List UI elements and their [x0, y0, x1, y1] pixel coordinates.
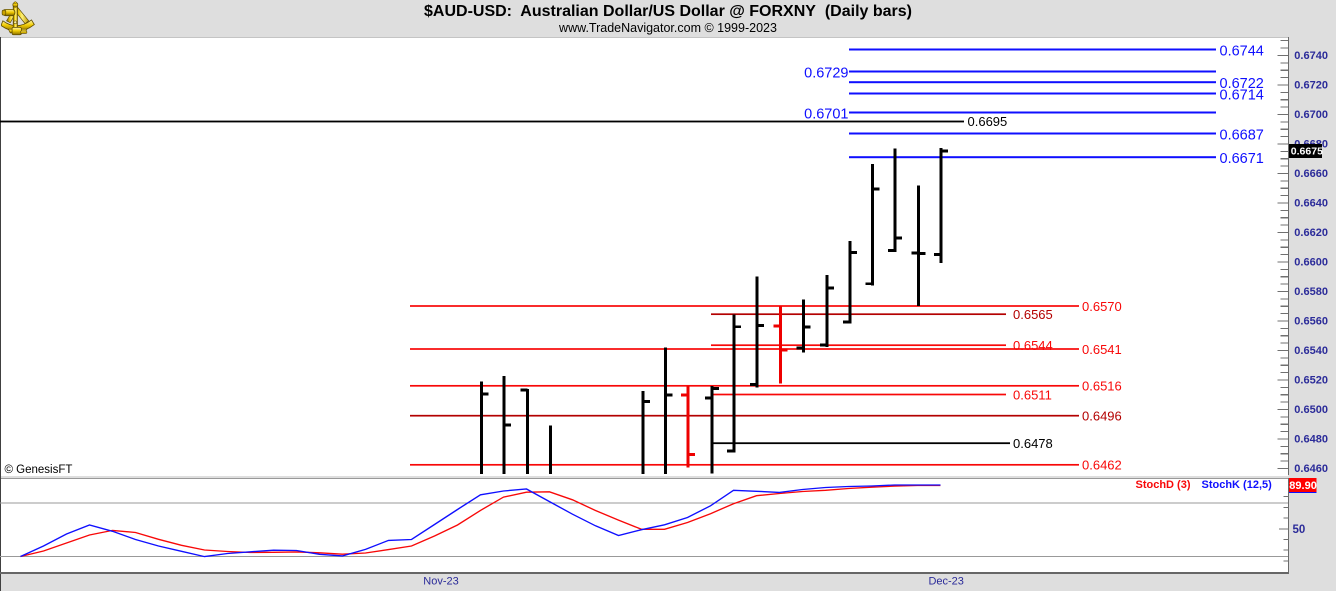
- svg-text:0.6740: 0.6740: [1294, 50, 1328, 62]
- svg-text:0.6640: 0.6640: [1294, 198, 1328, 210]
- svg-text:89.90: 89.90: [1289, 480, 1317, 492]
- svg-text:0.6729: 0.6729: [804, 65, 848, 81]
- svg-text:0.6460: 0.6460: [1294, 463, 1328, 475]
- svg-text:0.6516: 0.6516: [1082, 379, 1122, 394]
- svg-text:0.6511: 0.6511: [1013, 387, 1052, 402]
- svg-text:0.6544: 0.6544: [1013, 338, 1053, 353]
- svg-text:0.6480: 0.6480: [1294, 434, 1328, 446]
- svg-text:0.6478: 0.6478: [1013, 436, 1053, 451]
- svg-text:0.6600: 0.6600: [1294, 257, 1328, 269]
- svg-text:0.6520: 0.6520: [1294, 375, 1328, 387]
- svg-text:0.6541: 0.6541: [1082, 342, 1122, 357]
- svg-text:Dec-23: Dec-23: [928, 576, 963, 588]
- svg-text:0.6462: 0.6462: [1082, 458, 1122, 473]
- svg-text:0.6720: 0.6720: [1294, 80, 1328, 92]
- svg-text:0.6744: 0.6744: [1220, 43, 1264, 59]
- svg-text:0.6695: 0.6695: [968, 114, 1008, 129]
- svg-text:0.6660: 0.6660: [1294, 168, 1328, 180]
- svg-text:0.6540: 0.6540: [1294, 345, 1328, 357]
- svg-text:StochD (3): StochD (3): [1136, 479, 1191, 491]
- svg-text:0.6496: 0.6496: [1082, 409, 1122, 424]
- svg-text:Nov-23: Nov-23: [423, 576, 458, 588]
- svg-text:0.6687: 0.6687: [1220, 127, 1264, 143]
- svg-text:0.6714: 0.6714: [1220, 87, 1264, 103]
- svg-text:0.6570: 0.6570: [1082, 299, 1122, 314]
- svg-text:0.6675: 0.6675: [1291, 146, 1323, 158]
- svg-text:0.6565: 0.6565: [1013, 307, 1053, 322]
- svg-text:50: 50: [1293, 524, 1306, 536]
- svg-text:0.6580: 0.6580: [1294, 286, 1328, 298]
- svg-text:0.6500: 0.6500: [1294, 404, 1328, 416]
- svg-text:0.6700: 0.6700: [1294, 109, 1328, 121]
- svg-text:0.6722: 0.6722: [1220, 76, 1264, 92]
- svg-text:0.6560: 0.6560: [1294, 316, 1328, 328]
- svg-text:StochK (12,5): StochK (12,5): [1202, 479, 1273, 491]
- svg-text:0.6701: 0.6701: [804, 106, 848, 122]
- svg-text:© GenesisFT: © GenesisFT: [5, 464, 73, 476]
- svg-text:0.6620: 0.6620: [1294, 227, 1328, 239]
- svg-text:0.6671: 0.6671: [1220, 151, 1264, 167]
